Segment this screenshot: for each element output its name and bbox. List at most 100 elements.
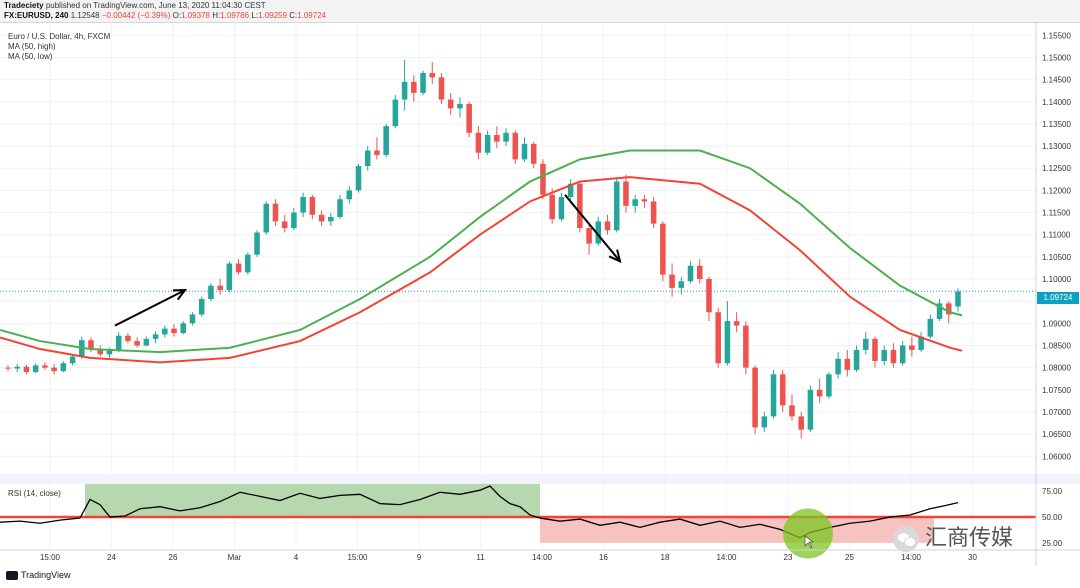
candle-body (97, 349, 103, 355)
candle-body (567, 183, 574, 198)
candle-body (577, 183, 583, 229)
price-tick-label: 1.15000 (1042, 53, 1071, 62)
time-tick-label: 16 (599, 553, 608, 562)
candle-body (844, 358, 851, 370)
candle-body (761, 416, 768, 428)
candle-body (189, 314, 196, 324)
candle-body (927, 318, 934, 337)
candle-body (779, 374, 786, 406)
candle-body (946, 303, 952, 315)
chart-legend: Euro / U.S. Dollar, 4h, FXCM MA (50, hig… (8, 32, 110, 62)
candle-body (789, 405, 795, 417)
candle-body (208, 285, 214, 299)
candle-body (447, 99, 454, 109)
candle-body (42, 365, 48, 368)
price-tick-label: 1.13500 (1042, 120, 1071, 129)
candle-body (881, 349, 887, 361)
candle-body (752, 367, 758, 428)
rsi-title: RSI (14, close) (8, 489, 61, 498)
candle-body (909, 345, 915, 350)
tradingview-icon (6, 571, 18, 581)
candle-body (853, 349, 860, 370)
candle-body (835, 358, 841, 375)
rsi-tick-label: 50.00 (1042, 513, 1063, 522)
candle-body (632, 199, 638, 206)
publisher-name[interactable]: Tradeciety (4, 1, 44, 10)
candle-body (411, 81, 417, 93)
candle-body (364, 150, 371, 167)
candle-body (798, 416, 804, 430)
candle-body (604, 221, 611, 231)
rsi-tick-label: 25.00 (1042, 539, 1063, 548)
trend-arrow-head (608, 249, 622, 264)
trend-arrows (114, 194, 622, 327)
rsi-zones (85, 484, 934, 543)
candle-body (807, 389, 814, 430)
tradingview-logo[interactable]: TradingView (6, 570, 71, 581)
candle-body (88, 340, 94, 350)
time-tick-label: 30 (968, 553, 977, 562)
candle-body (687, 265, 694, 282)
candle-body (392, 99, 399, 127)
candle-body (863, 338, 869, 350)
candle-body (816, 389, 823, 397)
ohlc-c: 1.09724 (297, 11, 327, 20)
candle-body (32, 365, 39, 373)
ohlc-o: 1.09378 (181, 11, 210, 20)
candle-body (521, 143, 528, 160)
last-price-label: 1.09724 (1037, 292, 1079, 304)
candle-body (549, 194, 555, 220)
candle-body (558, 197, 565, 220)
candle-body (309, 197, 316, 215)
price-chart[interactable]: 1.15500 1.15000 1.14500 1.14000 1.13500 1.130… (0, 22, 1080, 566)
time-tick-label: 14:00 (901, 553, 922, 562)
candles (5, 59, 961, 439)
ohlc-h-label: H: (212, 11, 221, 20)
pane-separator (0, 474, 1080, 484)
candle-body (5, 367, 11, 369)
candle-body (263, 203, 270, 233)
candle-body (355, 166, 362, 191)
rsi-tick-label: 75.00 (1042, 487, 1063, 496)
ma-low-line (0, 176, 963, 364)
cursor-pointer-icon (804, 535, 814, 549)
time-tick-label: 14:00 (532, 553, 553, 562)
candle-body (826, 374, 832, 397)
candle-body (134, 341, 140, 346)
candle-body (337, 199, 343, 217)
ma-high-line (0, 149, 963, 354)
candle-body (162, 328, 168, 335)
price-tick-label: 1.14000 (1042, 98, 1071, 107)
candle-body (706, 279, 712, 313)
candle-body (328, 216, 334, 222)
candle-body (503, 132, 509, 142)
time-tick-label: 9 (417, 553, 422, 562)
price-tick-label: 1.14500 (1042, 76, 1071, 85)
candle-body (696, 265, 703, 280)
overbought-zone (85, 484, 540, 518)
change-value: −0.00442 (−0.39%) (101, 11, 171, 20)
candle-body (512, 132, 519, 160)
candle-body (641, 199, 648, 202)
candle-body (420, 72, 426, 93)
candle-body (318, 214, 325, 222)
candle-body (936, 303, 943, 319)
last-price-header: 1.12548 (70, 11, 100, 20)
candle-body (300, 197, 306, 213)
price-tick-label: 1.09000 (1042, 319, 1071, 328)
candle-body (23, 366, 30, 373)
trend-arrow-shaft (114, 289, 186, 327)
price-tick-label: 1.07000 (1042, 408, 1071, 417)
candle-body (180, 323, 187, 334)
ohlc-h: 1.09786 (220, 11, 250, 20)
grid (0, 22, 1080, 548)
time-tick-label: 15:00 (40, 553, 61, 562)
candle-body (475, 132, 482, 153)
time-tick-label: 25 (845, 553, 854, 562)
wechat-icon (893, 526, 919, 553)
time-tick-label: 18 (661, 553, 670, 562)
candle-body (955, 291, 961, 307)
candle-body (733, 321, 740, 326)
candle-body (374, 150, 380, 155)
legend-instrument: Euro / U.S. Dollar, 4h, FXCM (8, 32, 111, 41)
